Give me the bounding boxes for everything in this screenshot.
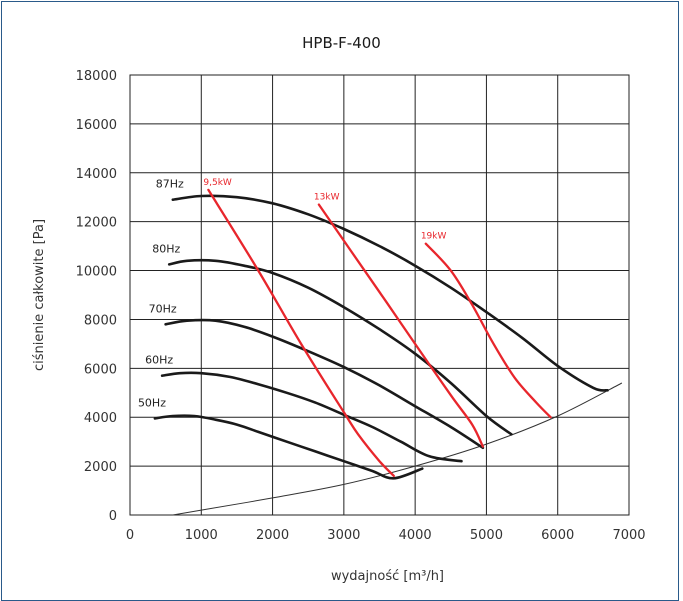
power-line-19kw	[424, 242, 552, 419]
curve-80hz	[167, 258, 513, 436]
y-tick-label: 8000	[84, 313, 117, 328]
power-label-13kw: 13kW	[314, 193, 340, 203]
curve-70hz	[164, 318, 485, 450]
y-tick-label: 14000	[76, 167, 117, 182]
y-tick-label: 10000	[76, 265, 117, 280]
y-tick-label: 4000	[84, 411, 117, 426]
y-tick-label: 16000	[76, 118, 117, 133]
curve-label-80hz: 80Hz	[152, 242, 180, 255]
curve-label-50hz: 50Hz	[138, 396, 166, 409]
power-line-9-5kw	[207, 188, 395, 478]
x-tick-label: 5000	[470, 528, 503, 543]
x-tick-label: 4000	[399, 528, 432, 543]
plot-area	[129, 74, 630, 516]
power-line-13kw	[317, 203, 485, 448]
curve-label-70hz: 70Hz	[149, 302, 177, 315]
y-tick-label: 2000	[84, 460, 117, 475]
power-label-19kw: 19kW	[421, 232, 447, 242]
y-tick-label: 18000	[76, 69, 117, 84]
curve-label-87hz: 87Hz	[156, 178, 184, 191]
curve-label-60hz: 60Hz	[145, 354, 173, 367]
x-axis-label: wydajność [m³/h]	[331, 569, 444, 584]
curve-87hz	[171, 194, 609, 392]
x-tick-label: 3000	[327, 528, 360, 543]
y-axis-label: ciśnienie całkowite [Pa]	[32, 219, 47, 371]
x-tick-label: 1000	[185, 528, 218, 543]
y-tick-label: 12000	[76, 216, 117, 231]
y-tick-label: 0	[109, 509, 117, 524]
system-curve	[172, 382, 623, 516]
x-tick-label: 2000	[256, 528, 289, 543]
curve-60hz	[160, 371, 463, 463]
x-tick-label: 6000	[541, 528, 574, 543]
x-tick-label: 7000	[612, 528, 645, 543]
chart-title: HPB-F-400	[302, 34, 381, 52]
y-tick-label: 6000	[84, 362, 117, 377]
power-label-9-5kw: 9,5kW	[203, 178, 232, 188]
curve-50hz	[153, 414, 424, 480]
x-tick-label: 0	[126, 528, 134, 543]
